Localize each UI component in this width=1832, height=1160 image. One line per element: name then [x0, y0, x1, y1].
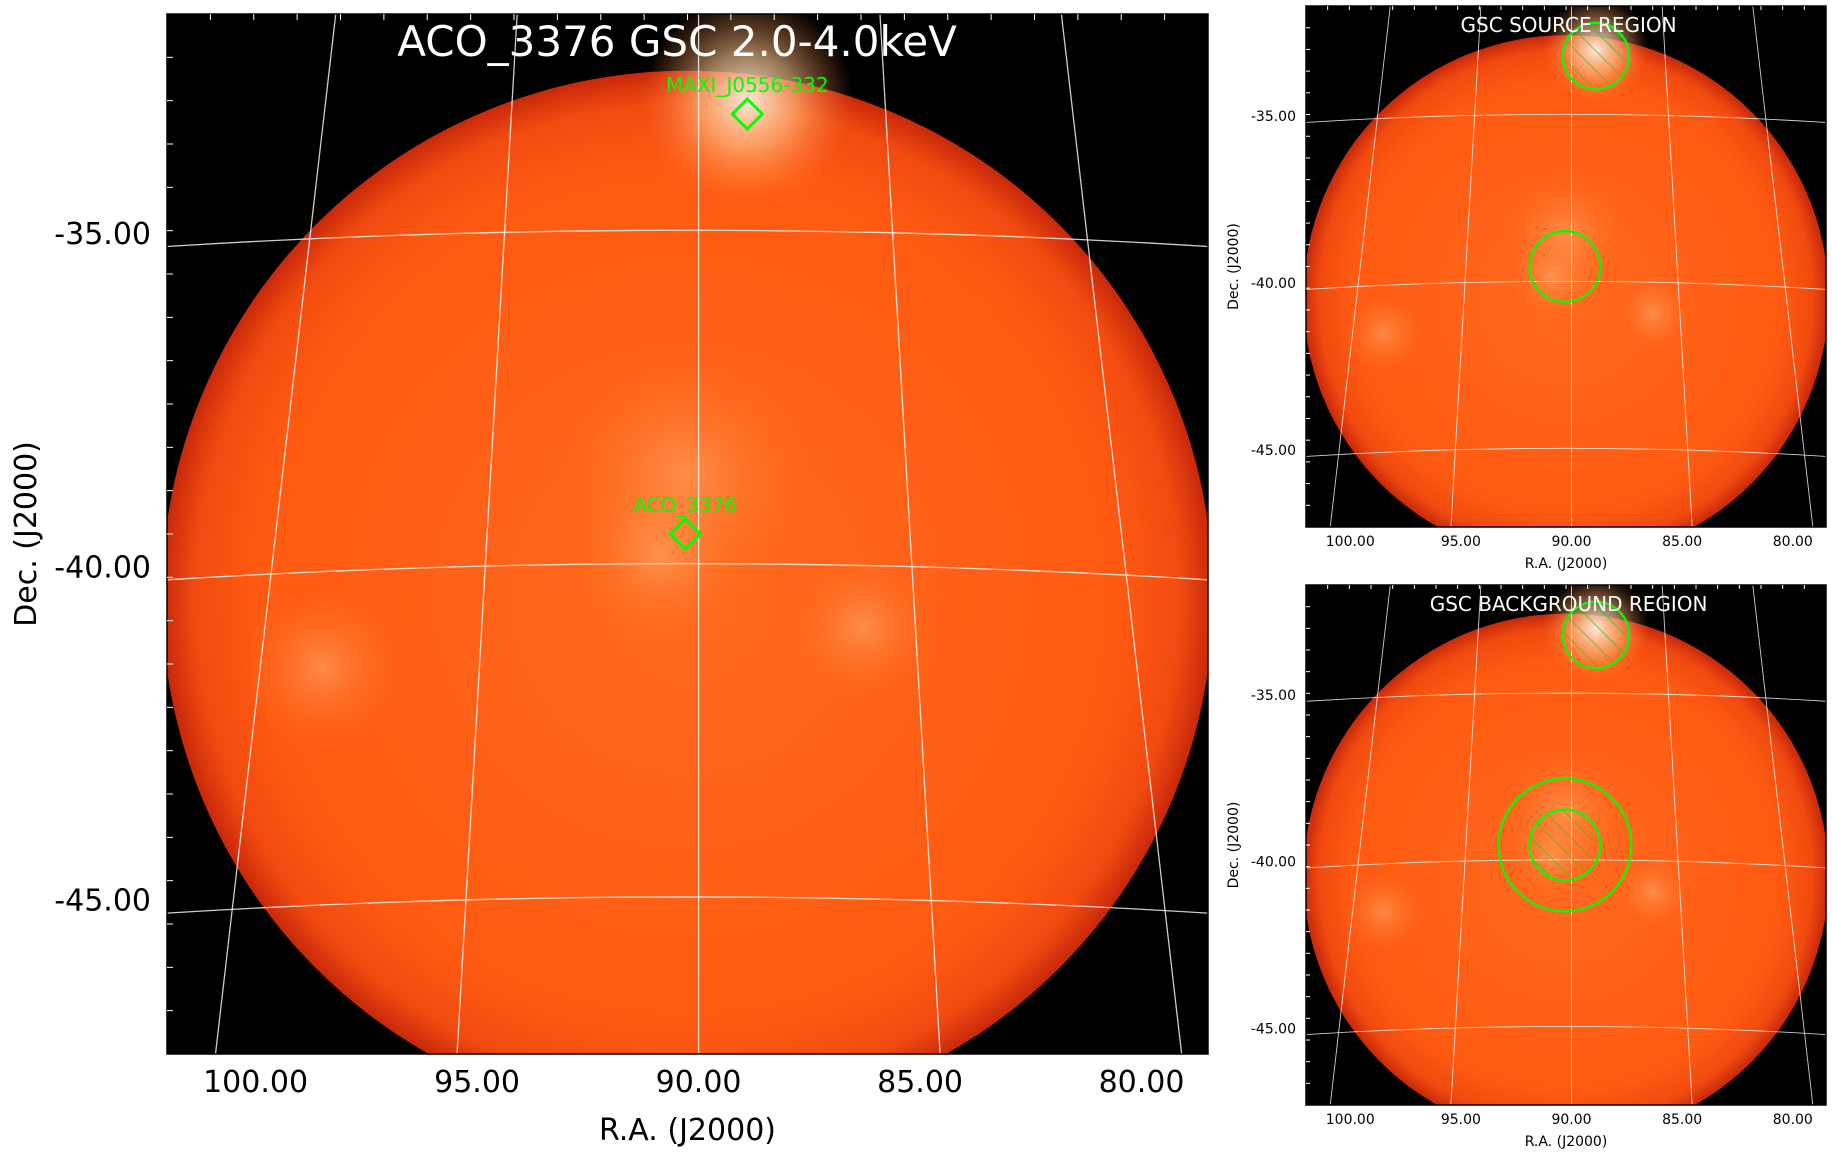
x-tick-label: 90.00: [656, 1065, 742, 1100]
dec-grid-line: [167, 896, 1208, 914]
extraction-region: [1561, 600, 1631, 670]
x-tick-label: 80.00: [1773, 534, 1813, 550]
emission-glow: [1343, 293, 1424, 374]
x-axis-label: R.A. (J2000): [1525, 1134, 1608, 1150]
emission-glow: [791, 556, 934, 699]
x-tick-label: 80.00: [1099, 1065, 1185, 1100]
source-marker: [730, 96, 765, 132]
extraction-region: [1497, 777, 1633, 913]
ra-grid-line: [1329, 6, 1391, 527]
emission-glow: [1618, 856, 1689, 928]
ra-grid-line: [456, 14, 518, 1054]
y-tick-label: -40.00: [54, 550, 151, 585]
emission-glow: [1618, 277, 1689, 349]
emission-glow: [641, 14, 854, 207]
y-tick-label: -40.00: [1251, 855, 1296, 871]
x-tick-label: 85.00: [1662, 1112, 1702, 1128]
dec-grid-line: [1306, 280, 1826, 290]
dec-grid-line: [1306, 447, 1826, 457]
y-axis-label: Dec. (J2000): [9, 441, 44, 627]
y-axis-label: Dec. (J2000): [1226, 802, 1242, 889]
ra-grid-line: [1752, 6, 1814, 527]
x-tick-label: 95.00: [434, 1065, 520, 1100]
extraction-region: [1528, 229, 1602, 304]
chart-title: GSC SOURCE REGION: [1461, 13, 1677, 37]
dec-grid-line: [167, 562, 1208, 581]
x-tick-label: 90.00: [1551, 1112, 1591, 1128]
extraction-region: [1528, 808, 1602, 882]
ra-grid-line: [214, 14, 337, 1054]
background-region-map: GSC BACKGROUND REGION 100.00 95.00 90.00 85.…: [1226, 584, 1827, 1150]
source-label: ACO_3376: [633, 493, 737, 517]
emission-glow: [242, 587, 402, 748]
source-label: MAXI_J0556-332: [666, 73, 829, 97]
emission-glow: [1343, 871, 1424, 952]
y-tick-label: -35.00: [54, 217, 151, 252]
x-axis-label: R.A. (J2000): [599, 1113, 776, 1148]
x-tick-label: 95.00: [1441, 534, 1481, 550]
emission-glow: [574, 469, 743, 639]
x-axis-label: R.A. (J2000): [1525, 556, 1608, 572]
x-tick-label: 100.00: [1326, 534, 1375, 550]
x-tick-label: 90.00: [1551, 534, 1591, 550]
y-tick-label: -35.00: [1251, 109, 1296, 125]
x-tick-label: 100.00: [1326, 1112, 1375, 1128]
main-sky-map: MAXI_J0556-332 ACO_3376 ACO_3376 GSC 2.0-4…: [9, 13, 1209, 1148]
y-axis-label: Dec. (J2000): [1226, 223, 1242, 310]
x-tick-label: 95.00: [1441, 1112, 1481, 1128]
x-tick-label: 80.00: [1773, 1112, 1813, 1128]
ra-grid-line: [1329, 585, 1391, 1105]
ra-grid-line: [1060, 14, 1183, 1054]
x-tick-label: 85.00: [1662, 534, 1702, 550]
ra-grid-line: [1752, 585, 1814, 1105]
ra-grid-line: [1450, 585, 1482, 1105]
emission-glow: [1509, 234, 1594, 319]
ra-grid-line: [1661, 6, 1693, 527]
x-tick-label: 85.00: [877, 1065, 963, 1100]
chart-title: ACO_3376 GSC 2.0-4.0keV: [397, 17, 957, 66]
y-tick-label: -45.00: [1251, 1021, 1296, 1037]
region-hatch: [1529, 809, 1601, 881]
x-tick-label: 100.00: [203, 1065, 308, 1100]
y-tick-label: -45.00: [54, 884, 151, 919]
ra-grid-line: [1450, 6, 1482, 527]
y-tick-label: -45.00: [1251, 443, 1296, 459]
ra-grid-line: [1661, 585, 1693, 1105]
dec-grid-line: [1306, 1026, 1826, 1036]
y-tick-label: -35.00: [1251, 688, 1296, 704]
dec-grid-line: [167, 229, 1208, 248]
extraction-region: [1561, 21, 1631, 91]
y-tick-label: -40.00: [1251, 276, 1296, 292]
source-region-map: GSC SOURCE REGION 100.00 95.00 90.00 85.00 80…: [1226, 5, 1827, 572]
ra-grid-line: [879, 14, 941, 1054]
region-hatch: [1562, 22, 1630, 90]
source-marker: [668, 516, 703, 552]
chart-title: GSC BACKGROUND REGION: [1430, 592, 1708, 616]
region-hatch: [1562, 601, 1630, 669]
